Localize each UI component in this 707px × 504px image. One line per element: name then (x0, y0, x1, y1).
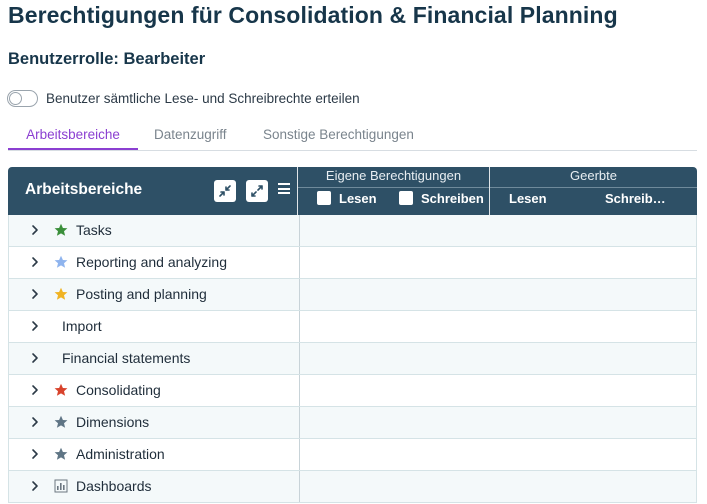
grid-header-title: Arbeitsbereiche (25, 181, 143, 198)
table-row[interactable]: Dashboards (9, 471, 696, 503)
star-icon (54, 447, 68, 460)
expand-all-button[interactable] (246, 180, 268, 202)
column-separator (299, 215, 300, 246)
group-underline (490, 187, 697, 188)
grant-all-toggle-row: Benutzer sämtliche Lese- und Schreibrech… (7, 88, 360, 108)
table-row[interactable]: Financial statements (9, 343, 696, 375)
own-read-column: Lesen (317, 191, 377, 206)
chevron-right-icon[interactable] (28, 447, 42, 461)
column-separator (299, 343, 300, 374)
row-label: Posting and planning (76, 286, 207, 302)
column-separator (299, 471, 300, 502)
row-label: Dashboards (76, 478, 152, 494)
header-divider (297, 167, 298, 215)
chevron-right-icon[interactable] (28, 287, 42, 301)
collapse-icon (219, 185, 231, 197)
column-separator (299, 311, 300, 342)
table-row[interactable]: Reporting and analyzing (9, 247, 696, 279)
chevron-right-icon[interactable] (28, 223, 42, 237)
grant-all-toggle-label: Benutzer sämtliche Lese- und Schreibrech… (46, 90, 360, 106)
column-separator (299, 439, 300, 470)
chevron-right-icon[interactable] (28, 351, 42, 365)
table-row[interactable]: Tasks (9, 215, 696, 247)
star-icon (54, 255, 68, 268)
tab-sonstige-berechtigungen[interactable]: Sonstige Berechtigungen (263, 127, 414, 142)
tab-datenzugriff[interactable]: Datenzugriff (154, 127, 227, 142)
column-menu-icon[interactable] (278, 183, 290, 197)
star-icon (54, 383, 68, 396)
toggle-knob (9, 91, 22, 105)
row-label: Financial statements (62, 350, 191, 366)
row-label: Consolidating (76, 382, 161, 398)
inherited-permissions-group: Geerbte Lesen Schreib… (490, 167, 697, 215)
chevron-right-icon[interactable] (28, 383, 42, 397)
row-label: Import (62, 318, 102, 334)
own-read-checkbox[interactable] (317, 191, 331, 205)
column-separator (299, 247, 300, 278)
collapse-all-button[interactable] (214, 180, 236, 202)
permissions-grid: Arbeitsbereiche Eigene Berechtigungen Le… (8, 167, 697, 503)
column-separator (299, 375, 300, 406)
table-row[interactable]: Administration (9, 439, 696, 471)
row-label: Administration (76, 446, 165, 462)
chevron-right-icon[interactable] (28, 255, 42, 269)
bar-chart-icon (54, 479, 68, 493)
grid-header: Arbeitsbereiche Eigene Berechtigungen Le… (8, 167, 697, 215)
tab-arbeitsbereiche[interactable]: Arbeitsbereiche (8, 122, 138, 150)
star-icon (54, 223, 68, 236)
table-row[interactable]: Import (9, 311, 696, 343)
tab-bar: Arbeitsbereiche Datenzugriff Sonstige Be… (8, 122, 697, 151)
own-permissions-label: Eigene Berechtigungen (325, 168, 462, 183)
header-divider (489, 167, 490, 215)
star-icon (54, 287, 68, 300)
own-write-column: Schreiben (399, 191, 484, 206)
group-underline (298, 187, 489, 188)
inherited-read-label: Lesen (509, 191, 547, 206)
grid-body: Tasks Reporting and analyzing Posting and … (8, 215, 697, 503)
table-row[interactable]: Dimensions (9, 407, 696, 439)
star-icon (54, 415, 68, 428)
row-label: Reporting and analyzing (76, 254, 227, 270)
chevron-right-icon[interactable] (28, 415, 42, 429)
role-title: Benutzerrolle: Bearbeiter (8, 50, 206, 68)
page-title: Berechtigungen für Consolidation & Finan… (8, 2, 618, 28)
own-write-checkbox[interactable] (399, 191, 413, 205)
chevron-right-icon[interactable] (28, 479, 42, 493)
expand-icon (251, 185, 263, 197)
chevron-right-icon[interactable] (28, 319, 42, 333)
table-row[interactable]: Posting and planning (9, 279, 696, 311)
own-permissions-group: Eigene Berechtigungen Lesen Schreiben (298, 167, 489, 215)
grant-all-toggle[interactable] (7, 89, 38, 107)
column-separator (299, 407, 300, 438)
inherited-write-label: Schreib… (605, 191, 666, 206)
column-separator (299, 279, 300, 310)
own-read-label: Lesen (339, 191, 377, 206)
table-row[interactable]: Consolidating (9, 375, 696, 407)
row-label: Dimensions (76, 414, 150, 430)
own-write-label: Schreiben (421, 191, 484, 206)
inherited-permissions-label: Geerbte (570, 168, 617, 183)
row-label: Tasks (76, 222, 112, 238)
